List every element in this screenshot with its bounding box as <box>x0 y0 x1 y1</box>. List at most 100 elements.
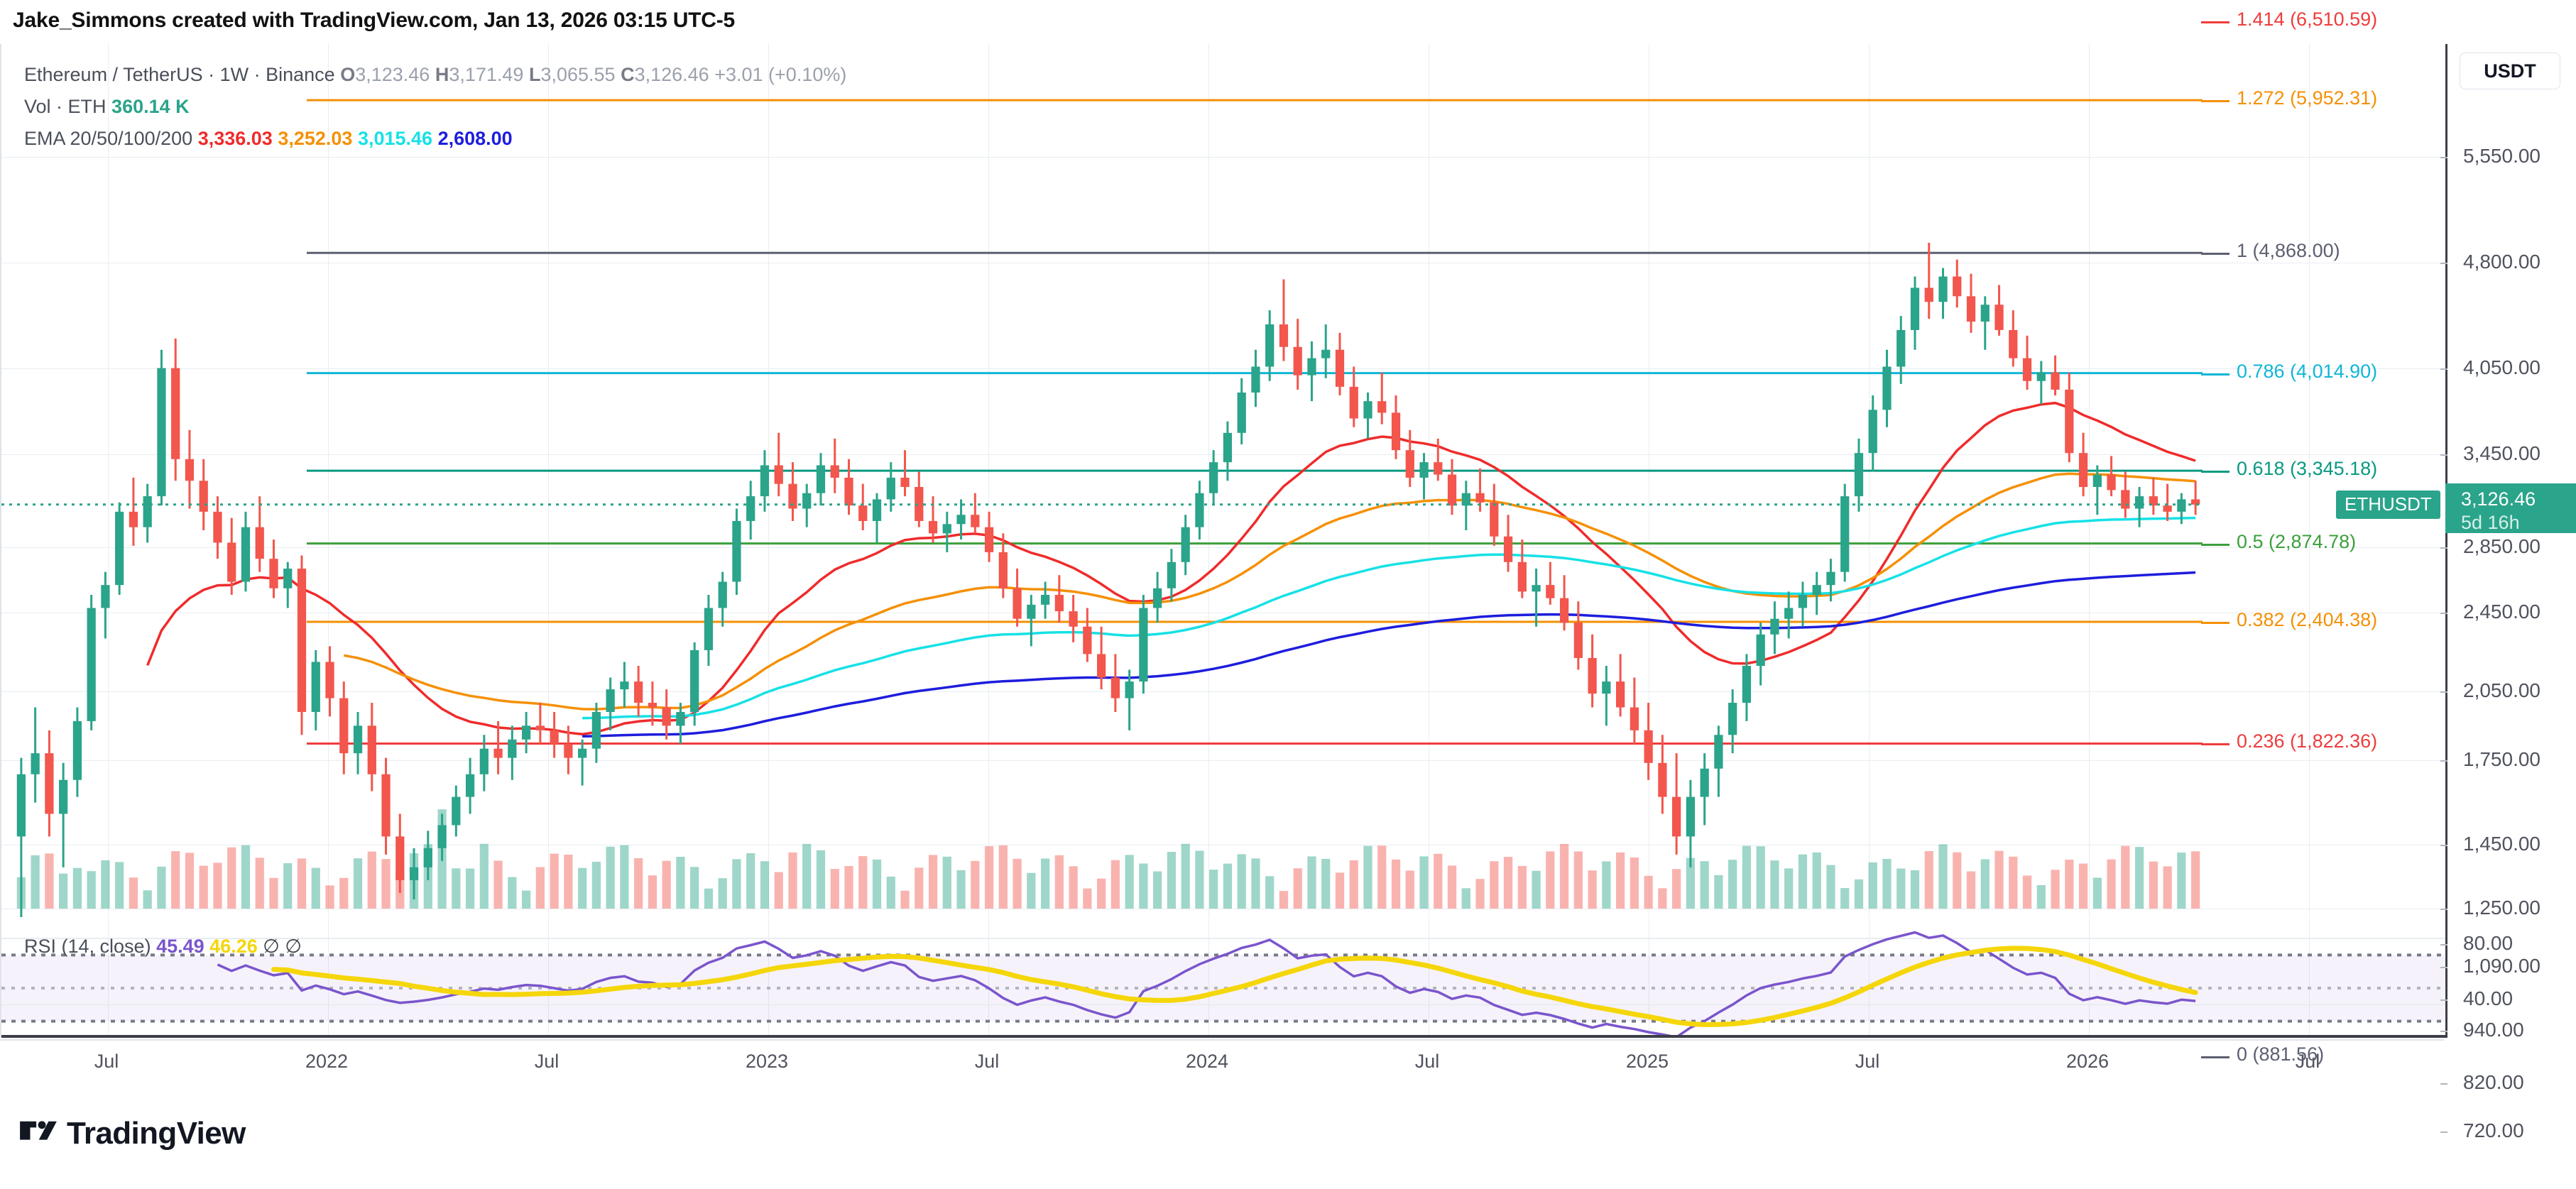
ohlc-high-value: 3,171.49 <box>449 64 524 85</box>
candle-body <box>1924 287 1933 302</box>
candle-body <box>1700 768 1709 797</box>
candle-body <box>339 698 349 754</box>
chart-frame[interactable] <box>0 44 2445 1038</box>
candle-body <box>1363 401 1372 419</box>
price-axis-tick: 1,750.00 <box>2463 747 2540 770</box>
currency-badge[interactable]: USDT <box>2460 53 2560 89</box>
fib-level-label: 1.272 (5,952.31) <box>2237 87 2378 109</box>
candle-body <box>942 524 951 534</box>
ema20-value: 3,336.03 <box>197 128 273 149</box>
volume-bar <box>2107 859 2116 909</box>
volume-bar <box>1475 879 1485 909</box>
vertical-gridline <box>2089 44 2090 917</box>
horizontal-gridline <box>1 368 2445 369</box>
volume-bar <box>1223 863 1233 909</box>
volume-bar <box>241 845 251 909</box>
candle-body <box>129 511 138 527</box>
candle-body <box>844 477 853 506</box>
price-pane[interactable] <box>1 44 2445 917</box>
vertical-gridline <box>548 919 549 1038</box>
volume-bar <box>508 877 517 909</box>
volume-bar <box>1490 861 1499 909</box>
candle-body <box>1686 796 1696 837</box>
candle-body <box>690 650 699 712</box>
fib-level-label: 0.5 (2,874.78) <box>2237 530 2357 552</box>
price-axis-tick: 4,800.00 <box>2463 250 2540 273</box>
candle-body <box>2163 505 2172 512</box>
tradingview-logo: TradingView <box>20 1116 246 1151</box>
candle-body <box>1040 595 1050 605</box>
price-axis-tick-mark <box>2440 547 2447 549</box>
volume-bar <box>535 867 545 909</box>
volume-bar <box>915 867 924 909</box>
price-axis-tick-mark <box>2440 691 2447 693</box>
volume-bar <box>1293 868 1302 909</box>
candle-body <box>1419 462 1429 478</box>
rsi-band-fill <box>1 955 2445 1021</box>
volume-bar <box>2078 863 2088 909</box>
volume-bar <box>1756 846 1765 909</box>
volume-bar <box>746 853 755 909</box>
volume-bar <box>2092 877 2102 909</box>
candle-body <box>213 511 222 543</box>
candle-body <box>1434 462 1443 475</box>
candle-body <box>2065 389 2074 454</box>
volume-bar <box>1826 865 1835 909</box>
vertical-gridline <box>768 919 769 1038</box>
volume-bar <box>858 856 868 909</box>
time-axis-tick: 2022 <box>305 1051 349 1072</box>
candle-body <box>325 662 334 698</box>
candle-body <box>676 711 685 726</box>
price-axis-tick-mark <box>2440 845 2447 847</box>
volume-bar <box>1110 860 1120 909</box>
candle-body <box>648 703 657 708</box>
price-axis-tick-mark <box>2440 1131 2447 1133</box>
horizontal-gridline <box>1 760 2445 761</box>
candle-body <box>900 477 910 488</box>
volume-bar <box>1419 856 1429 909</box>
volume-bar <box>1237 854 1246 909</box>
time-axis-tick: 2023 <box>745 1051 789 1072</box>
volume-bar <box>648 875 657 909</box>
candle-body <box>2036 372 2046 381</box>
rsi-indicator-pane[interactable] <box>1 919 2445 1038</box>
volume-bar <box>1139 863 1148 909</box>
volume-bar <box>1195 850 1204 909</box>
symbol-legend[interactable]: Ethereum / TetherUS · 1W · Binance O3,12… <box>24 64 846 86</box>
candle-body <box>620 681 629 690</box>
volume-bar <box>1784 868 1794 909</box>
rsi-ma-line <box>271 946 2198 1027</box>
volume-bar <box>255 857 264 909</box>
volume-bar <box>45 853 54 909</box>
volume-bar <box>1167 852 1177 909</box>
volume-bar <box>87 871 96 909</box>
time-axis-tick: Jul <box>94 1051 119 1072</box>
tradingview-mark-icon <box>20 1121 57 1140</box>
candle-body <box>998 552 1008 588</box>
volume-bar <box>2036 884 2046 909</box>
price-axis[interactable]: 5,550.00 4,800.00 4,050.00 3,450.00 2,850.00… <box>2440 44 2576 1141</box>
time-axis-tick: 2026 <box>2065 1051 2110 1072</box>
candle-body <box>928 520 938 534</box>
volume-bar <box>718 878 727 909</box>
rsi-legend[interactable]: RSI (14, close) 45.49 46.26 ∅ ∅ <box>24 936 302 958</box>
candle-body <box>1910 287 1920 330</box>
volume-bar <box>704 888 714 909</box>
volume-bar <box>2022 875 2032 909</box>
fib-level-swatch <box>2201 471 2230 473</box>
time-axis[interactable]: Jul 2022 Jul 2023 Jul 2024 Jul 2025 Jul 2026 Jul <box>0 1039 2444 1083</box>
volume-bar <box>1644 875 1653 909</box>
candle-body <box>157 368 166 497</box>
volume-legend[interactable]: Vol · ETH 360.14 K <box>24 96 190 118</box>
ema-legend[interactable]: EMA 20/50/100/200 3,336.03 3,252.03 3,01… <box>24 128 513 150</box>
candle-body <box>353 725 363 754</box>
volume-bar <box>1770 860 1779 909</box>
last-price-tag[interactable]: 3,126.46 5d 16h <box>2445 483 2576 533</box>
volume-bar <box>101 860 110 909</box>
candle-body <box>788 483 797 509</box>
rsi-axis-tick-mark <box>2440 944 2447 946</box>
candle-body <box>1868 410 1877 454</box>
volume-bar <box>1069 866 1078 909</box>
price-axis-tick-mark <box>2440 1083 2447 1085</box>
candle-body <box>1546 585 1555 598</box>
